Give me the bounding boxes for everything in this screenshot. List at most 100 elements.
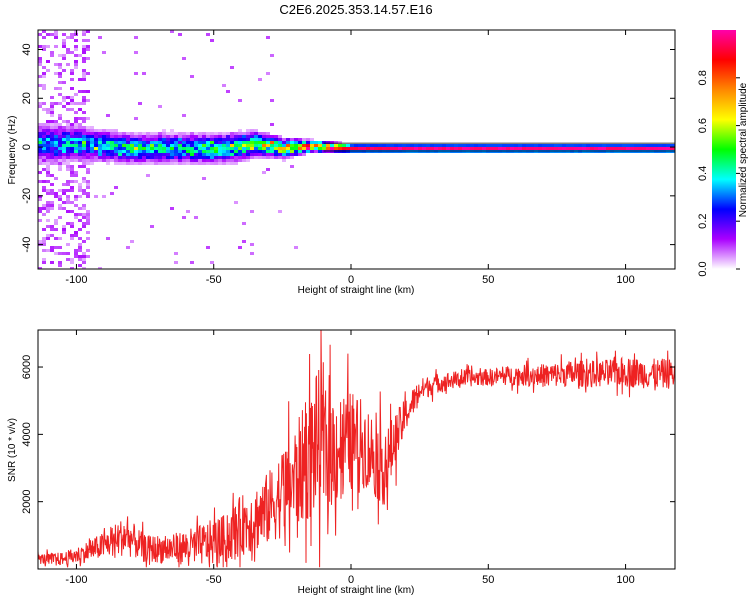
spectrogram-cell (46, 171, 50, 174)
spectrogram-cell (54, 36, 58, 39)
spectrogram-cell (70, 168, 74, 171)
spectrogram-cell (334, 141, 338, 144)
spectrogram-cell (658, 147, 662, 150)
spectrogram-cell (258, 78, 262, 81)
spectrogram-cell (210, 150, 214, 153)
spectrogram-cell (254, 132, 258, 135)
spectrogram-cell (286, 150, 290, 153)
spectrogram-cell (282, 141, 286, 144)
spectrogram-cell (138, 156, 142, 159)
spectrogram-cell (454, 144, 458, 147)
spectrogram-cell (202, 177, 206, 180)
spectrogram-cell (138, 132, 142, 135)
spectrogram-cell (638, 150, 642, 153)
spectrogram-cell (82, 138, 86, 141)
spectrogram-cell (46, 138, 50, 141)
spectrogram-cell (54, 126, 58, 129)
spectrogram-cell (430, 150, 434, 153)
spectrogram-cell (122, 132, 126, 135)
spectrogram-cell (150, 225, 154, 228)
spectrogram-cell (434, 144, 438, 147)
spectrogram-cell (58, 141, 62, 144)
spectrogram-cell (74, 231, 78, 234)
spectrogram-cell (566, 147, 570, 150)
spectrogram-cell (242, 156, 246, 159)
spectrogram-cell (78, 183, 82, 186)
spectrogram-cell (242, 138, 246, 141)
spectrogram-cell (630, 144, 634, 147)
spectrogram-cell (238, 147, 242, 150)
spectrogram-cell (58, 102, 62, 105)
spectrogram-cell (42, 213, 46, 216)
spectrogram-cell (238, 141, 242, 144)
spectrogram-cell (262, 147, 266, 150)
spectrogram-cell (310, 141, 314, 144)
spectrogram-x-ticks: -100 -50 0 50 100 (65, 30, 635, 286)
spectrogram-cell (86, 99, 90, 102)
spectrogram-cell (46, 249, 50, 252)
spectrogram-cell (70, 51, 74, 54)
spectrogram-cell (446, 144, 450, 147)
spectrogram-cell (226, 141, 230, 144)
spectrogram-cell (78, 186, 82, 189)
spectrogram-cell (318, 144, 322, 147)
spectrogram-cell (190, 138, 194, 141)
spectrogram-cell (78, 258, 82, 261)
spectrogram-cell (294, 153, 298, 156)
spectrogram-cell (202, 144, 206, 147)
spectrogram-cell (266, 144, 270, 147)
spectrogram-cell (218, 159, 222, 162)
spectrogram-cell (202, 138, 206, 141)
spectrogram-cell (210, 39, 214, 42)
spectrogram-cell (62, 129, 66, 132)
spectrogram-cell (118, 132, 122, 135)
spectrogram-cell (438, 144, 442, 147)
spectrogram-cell (78, 189, 82, 192)
spectrogram-cell (282, 153, 286, 156)
spectrogram-cell (306, 147, 310, 150)
spectrogram-cell (86, 132, 90, 135)
spectrogram-cell (434, 147, 438, 150)
spectrogram-cell (146, 132, 150, 135)
spectrogram-cell (62, 45, 66, 48)
spectrogram-cell (410, 147, 414, 150)
spectrogram-cell (286, 156, 290, 159)
spectrogram-cell (618, 144, 622, 147)
spectrogram-cell (266, 135, 270, 138)
spectrogram-cell (226, 162, 230, 165)
spectrogram-cell (394, 144, 398, 147)
spectrogram-cell (82, 60, 86, 63)
spectrogram-cell (78, 144, 82, 147)
spectrogram-cell (62, 81, 66, 84)
spectrogram-cell (582, 147, 586, 150)
spectrogram-cell (122, 150, 126, 153)
spectrogram-cell (74, 141, 78, 144)
spectrogram-cell (186, 150, 190, 153)
spectrogram-cell (186, 141, 190, 144)
spectrogram-cell (118, 162, 122, 165)
spectrogram-cell (610, 147, 614, 150)
spectrogram-cell (54, 150, 58, 153)
spectrogram-cell (38, 138, 42, 141)
spectrogram-cell (66, 201, 70, 204)
y-tick-label: 20 (21, 92, 33, 104)
spectrogram-cell (66, 135, 70, 138)
spectrogram-cell (234, 144, 238, 147)
spectrogram-cell (178, 135, 182, 138)
spectrogram-cell (134, 135, 138, 138)
spectrogram-cell (178, 150, 182, 153)
spectrogram-cell (290, 138, 294, 141)
spectrogram-cell (154, 159, 158, 162)
spectrogram-cell (86, 186, 90, 189)
spectrogram-cell (250, 135, 254, 138)
spectrogram-cell (114, 141, 118, 144)
spectrogram-cell (58, 246, 62, 249)
spectrogram-cell (66, 180, 70, 183)
spectrogram-cell (38, 105, 42, 108)
spectrogram-cell (266, 138, 270, 141)
spectrogram-cell (82, 129, 86, 132)
spectrogram-cell (150, 144, 154, 147)
spectrogram-cell (326, 147, 330, 150)
spectrogram-cell (266, 36, 270, 39)
spectrogram-cell (210, 147, 214, 150)
